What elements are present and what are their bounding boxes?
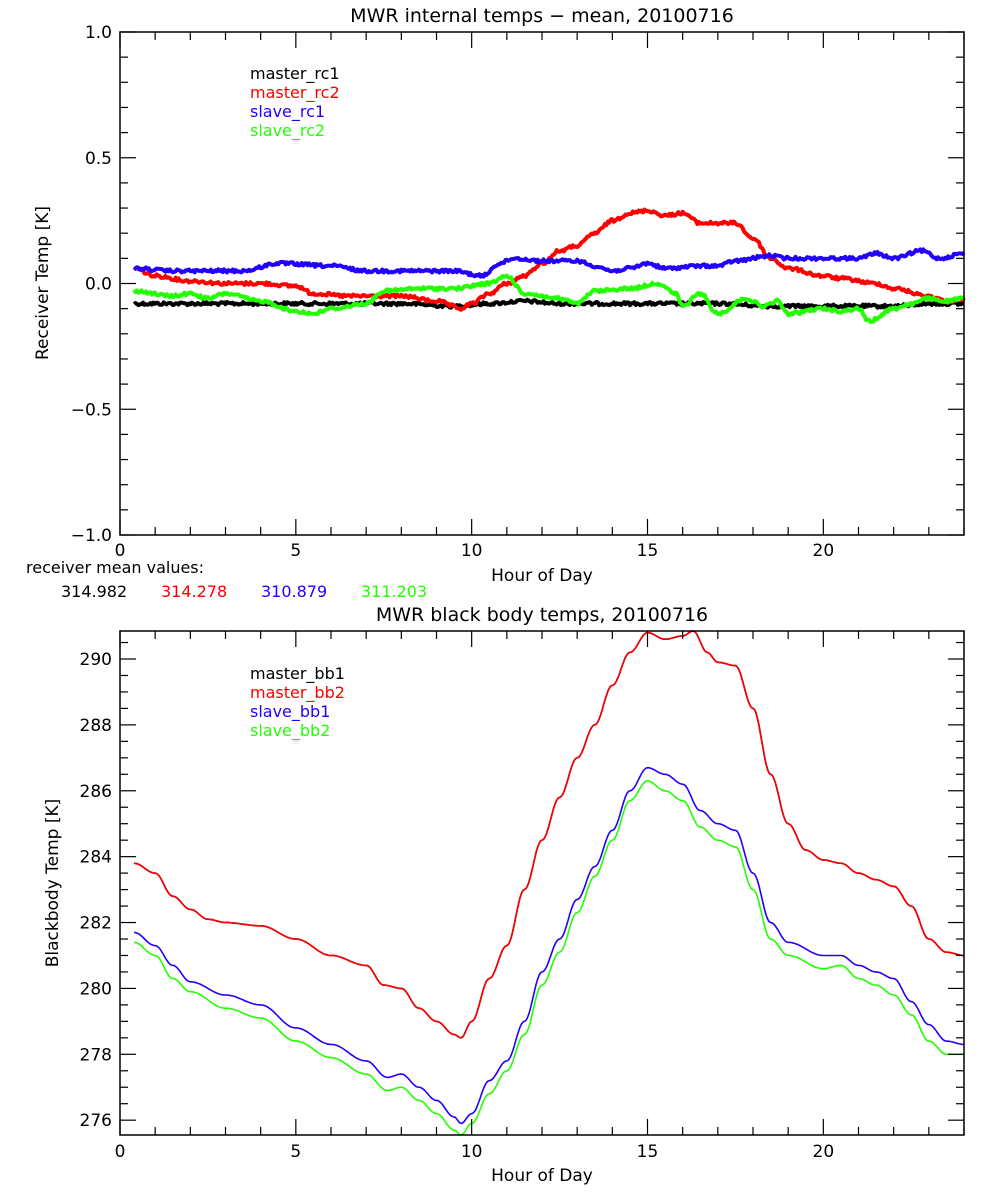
x-tick-label: 5 [290,541,301,561]
legend-slave-rc1: slave_rc1 [250,102,325,122]
y-tick-label: 290 [80,650,112,670]
receiver-series-group [132,207,966,324]
x-tick-label: 0 [115,1142,126,1162]
x-tick-label: 5 [290,1142,301,1162]
y-tick-label: −0.5 [71,400,112,420]
x-tick-label: 15 [637,1142,659,1162]
y-tick-label: 286 [80,782,112,802]
blackbody-series-group [133,630,965,1136]
x-tick-label: 20 [813,541,835,561]
x-tick-label: 10 [461,541,483,561]
y-tick-label: 276 [80,1111,112,1131]
receiver-legend: master_rc1 master_rc2 slave_rc1 slave_rc… [250,64,340,141]
receiver-mean-annotation: receiver mean values: 314.982 314.278 31… [26,558,427,601]
y-tick-label: 278 [80,1045,112,1065]
mean-value-master-rc2: 314.278 [161,582,227,601]
blackbody-chart-title: MWR black body temps, 20100716 [376,604,708,626]
y-tick-label: −1.0 [71,526,112,546]
blackbody-x-axis-label: Hour of Day [491,1166,593,1186]
legend-slave-rc2: slave_rc2 [250,121,325,141]
y-tick-label: 0.0 [85,275,112,295]
receiver-chart-title: MWR internal temps − mean, 20100716 [350,5,734,27]
x-tick-label: 10 [461,1142,483,1162]
mean-value-slave-rc1: 310.879 [261,582,327,601]
legend-slave-bb1: slave_bb1 [250,702,330,722]
blackbody-temp-panel: MWR black body temps, 20100716 0 5 10 15 20 2… [43,604,965,1186]
receiver-mean-label: receiver mean values: [26,558,204,577]
series-line-slave-rc2 [132,273,966,324]
legend-slave-bb2: slave_bb2 [250,721,330,741]
receiver-axis-ticks: 0 5 10 15 20 −1.0 −0.5 0.0 0.5 1.0 [71,23,965,561]
y-tick-label: 282 [80,914,112,934]
series-line-slave-bb1 [133,766,964,1125]
series-line-slave-bb2 [133,780,964,1136]
y-tick-label: 1.0 [85,23,112,43]
legend-master-bb2: master_bb2 [250,683,345,703]
series-line-slave-rc1 [132,247,966,279]
x-tick-label: 0 [115,541,126,561]
series-line-master-bb2 [133,630,965,1039]
mean-value-slave-rc2: 311.203 [361,582,427,601]
receiver-x-axis-label: Hour of Day [491,566,593,586]
x-tick-label: 20 [813,1142,835,1162]
x-tick-label: 15 [637,541,659,561]
mean-value-master-rc1: 314.982 [61,582,127,601]
y-tick-label: 288 [80,716,112,736]
y-tick-label: 280 [80,979,112,999]
y-tick-label: 0.5 [85,149,112,169]
blackbody-legend: master_bb1 master_bb2 slave_bb1 slave_bb… [250,664,345,741]
receiver-y-axis-label: Receiver Temp [K] [33,206,53,360]
receiver-temp-panel: MWR internal temps − mean, 20100716 0 5 10… [26,5,966,601]
blackbody-y-axis-label: Blackbody Temp [K] [43,799,63,968]
blackbody-plot-frame [119,630,965,1136]
blackbody-axis-ticks: 0 5 10 15 20 276 278 280 282 284 286 288 290 [80,631,965,1162]
legend-master-rc1: master_rc1 [250,64,340,84]
legend-master-rc2: master_rc2 [250,83,340,103]
y-tick-label: 284 [80,848,112,868]
legend-master-bb1: master_bb1 [250,664,345,684]
series-line-master-rc2 [133,207,966,312]
